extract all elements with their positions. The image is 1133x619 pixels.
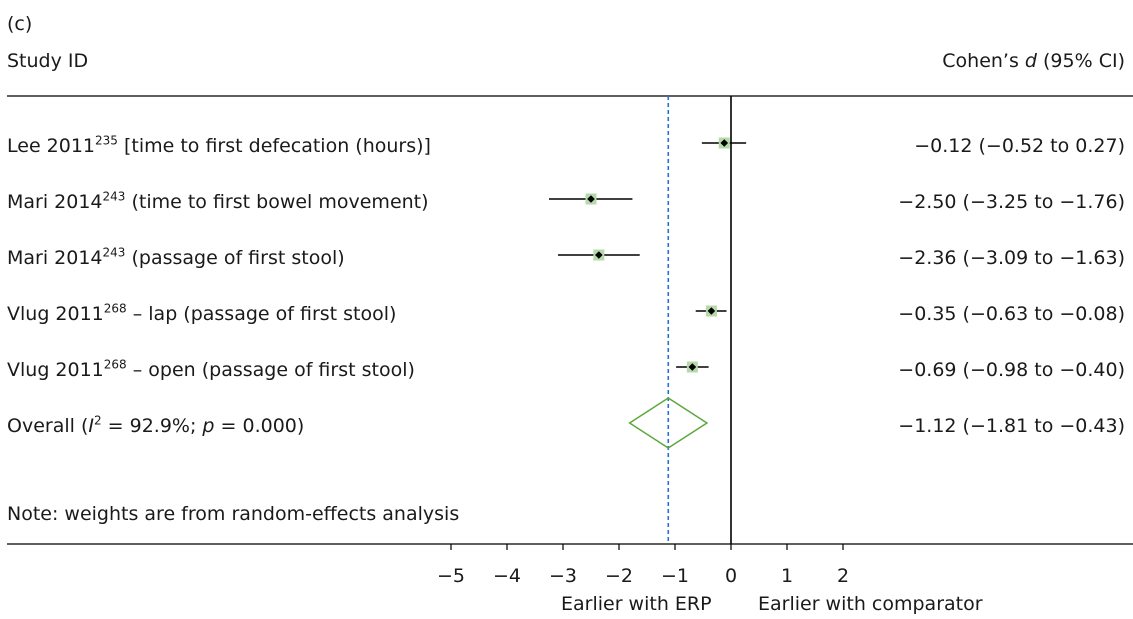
study-label: Vlug 2011268 – lap (passage of first sto… bbox=[7, 301, 397, 325]
x-tick-label: −4 bbox=[493, 565, 521, 587]
x-tick-label: 1 bbox=[781, 565, 793, 587]
study-label: Vlug 2011268 – open (passage of first st… bbox=[7, 357, 415, 381]
overall-label: Overall (I2 = 92.9%; p = 0.000) bbox=[7, 413, 305, 437]
overall-diamond bbox=[628, 397, 709, 449]
ci-text: −0.12 (−0.52 to 0.27) bbox=[914, 135, 1125, 157]
point-estimate bbox=[595, 251, 603, 259]
ci-text: −0.35 (−0.63 to −0.08) bbox=[898, 303, 1125, 325]
ci-text: −0.69 (−0.98 to −0.40) bbox=[898, 359, 1125, 381]
effect-size-header: Cohen’s d (95% CI) bbox=[942, 50, 1125, 72]
study-label: Lee 2011235 [time to first defecation (h… bbox=[7, 133, 431, 157]
study-id-header: Study ID bbox=[7, 50, 89, 72]
point-estimate bbox=[720, 139, 729, 147]
point-estimate bbox=[707, 307, 716, 315]
x-tick-label: 0 bbox=[725, 565, 737, 587]
study-label: Mari 2014243 (passage of first stool) bbox=[7, 245, 345, 269]
ci-text: −2.36 (−3.09 to −1.63) bbox=[898, 247, 1125, 269]
study-label: Mari 2014243 (time to first bowel moveme… bbox=[7, 189, 429, 213]
x-tick-label: −5 bbox=[437, 565, 465, 587]
overall-ci-text: −1.12 (−1.81 to −0.43) bbox=[898, 415, 1125, 437]
point-estimate bbox=[688, 363, 697, 371]
axis-right-label: Earlier with comparator bbox=[758, 593, 983, 615]
ci-text: −2.50 (−3.25 to −1.76) bbox=[898, 191, 1125, 213]
x-tick-label: −2 bbox=[605, 565, 633, 587]
x-tick-label: −3 bbox=[549, 565, 577, 587]
panel-label: (c) bbox=[7, 13, 33, 35]
x-tick-label: −1 bbox=[661, 565, 689, 587]
note-text: Note: weights are from random-effects an… bbox=[7, 503, 460, 525]
point-estimate bbox=[587, 195, 595, 203]
axis-left-label: Earlier with ERP bbox=[561, 593, 712, 615]
x-tick-label: 2 bbox=[837, 565, 849, 587]
